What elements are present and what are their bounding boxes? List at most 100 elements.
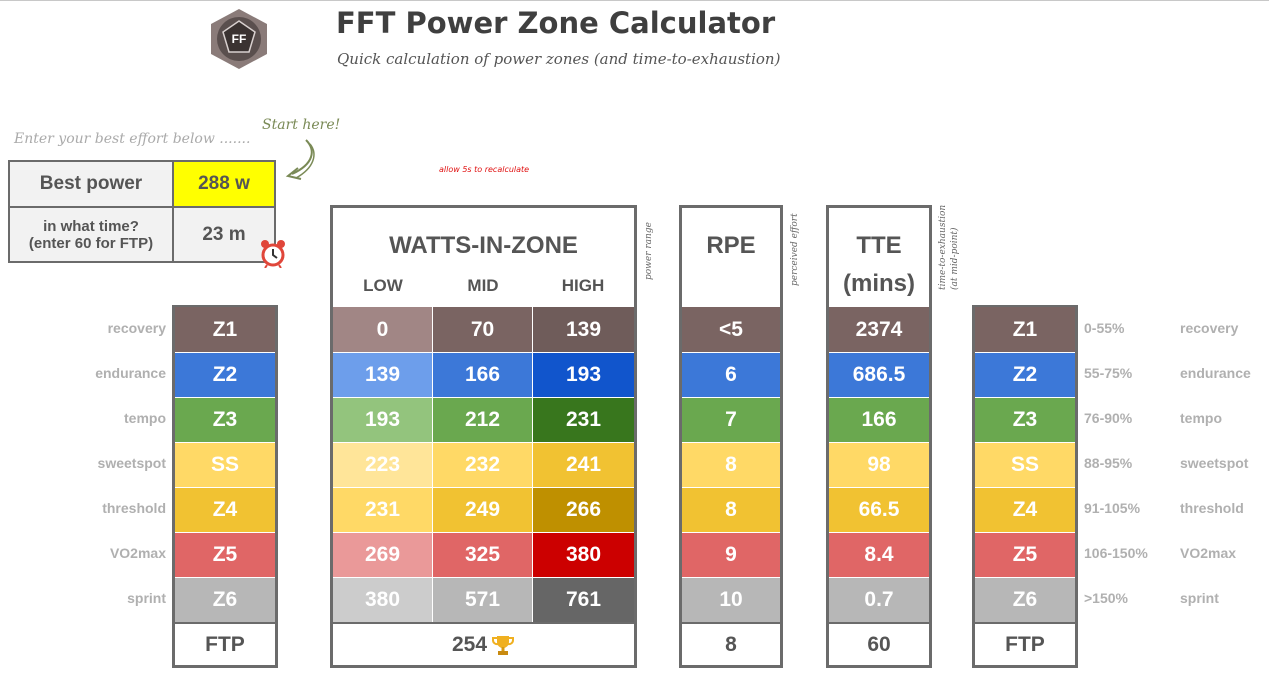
- watts-low-cell: 269: [333, 532, 433, 577]
- tte-cell: 8.4: [829, 532, 929, 577]
- zone-name-label: VO2max: [1180, 545, 1237, 561]
- watts-low-cell: 231: [333, 487, 433, 532]
- zone-percent-label: 55-75%: [1084, 365, 1133, 381]
- zone-code-column-right: [972, 305, 1078, 668]
- page-title: FFT Power Zone Calculator: [336, 6, 776, 40]
- zone-code-cell: Z2: [175, 352, 275, 397]
- zone-name-label: recovery: [1180, 320, 1239, 336]
- zone-name-label: endurance: [1180, 365, 1251, 381]
- start-hint: Start here!: [262, 117, 341, 133]
- tte-table: [826, 205, 932, 668]
- best-power-label: Best power: [10, 162, 174, 208]
- zone-name-label: sprint: [127, 590, 166, 606]
- zone-name-label: sprint: [1180, 590, 1219, 606]
- rpe-footer: 8: [682, 622, 780, 665]
- perceived-effort-note: perceived effort: [790, 213, 800, 286]
- watts-mid-cell: 325: [433, 532, 533, 577]
- zone-code-cell: SS: [975, 442, 1075, 487]
- watts-low-cell: 0: [333, 307, 433, 352]
- watts-low-cell: 139: [333, 352, 433, 397]
- zone-code-cell: Z4: [975, 487, 1075, 532]
- watts-low-cell: 193: [333, 397, 433, 442]
- input-box: Best power 288 w in what time? (enter 60…: [8, 160, 276, 263]
- mid-header: MID: [467, 276, 499, 295]
- zone-code-cell: SS: [175, 442, 275, 487]
- rpe-cell: 6: [682, 352, 780, 397]
- recalculate-note: allow 5s to recalculate: [439, 165, 530, 174]
- watts-high-cell: 139: [533, 307, 634, 352]
- time-label: in what time? (enter 60 for FTP): [10, 208, 174, 261]
- trophy-icon: [492, 635, 515, 655]
- rpe-cell: <5: [682, 307, 780, 352]
- tte-cell: 66.5: [829, 487, 929, 532]
- zone-name-label: tempo: [1180, 410, 1222, 426]
- fft-logo-icon: FF: [211, 9, 267, 69]
- zone-percent-label: >150%: [1084, 590, 1128, 606]
- power-range-note: power range: [644, 222, 654, 280]
- tte-note-line1: time-to-exhaustion: [938, 204, 948, 290]
- zone-name-label: threshold: [1180, 500, 1244, 516]
- rpe-cell: 8: [682, 487, 780, 532]
- rpe-cell: 10: [682, 577, 780, 622]
- zone-name-label: endurance: [95, 365, 166, 381]
- tte-unit: (mins): [843, 270, 915, 297]
- watts-high-cell: 231: [533, 397, 634, 442]
- zone-name-label: recovery: [107, 320, 166, 336]
- low-header: LOW: [363, 276, 403, 295]
- watts-high-cell: 761: [533, 577, 634, 622]
- zone-code-cell: Z5: [975, 532, 1075, 577]
- zone-name-label: VO2max: [109, 545, 166, 561]
- curved-arrow-icon: [285, 139, 315, 180]
- watts-mid-cell: 571: [433, 577, 533, 622]
- watts-mid-cell: 70: [433, 307, 533, 352]
- time-label-line2: (enter 60 for FTP): [28, 234, 154, 252]
- zone-code-cell: Z1: [175, 307, 275, 352]
- watts-title: WATTS-IN-ZONE: [389, 232, 578, 259]
- zone-code-cell: Z3: [975, 397, 1075, 442]
- watts-high-cell: 380: [533, 532, 634, 577]
- alarm-clock-icon: [261, 240, 285, 268]
- tte-title: TTE: [856, 232, 902, 259]
- watts-mid-cell: 212: [433, 397, 533, 442]
- watts-table: [330, 205, 637, 668]
- rpe-table: [679, 205, 783, 668]
- zone-code-cell: Z1: [975, 307, 1075, 352]
- zone-name-label: sweetspot: [1180, 455, 1249, 471]
- watts-mid-cell: 249: [433, 487, 533, 532]
- zone-code-cell: Z6: [175, 577, 275, 622]
- watts-mid-cell: 166: [433, 352, 533, 397]
- top-border: [0, 0, 1269, 1]
- watts-low-cell: 223: [333, 442, 433, 487]
- high-header: HIGH: [561, 276, 605, 295]
- zone-code-cell: Z3: [175, 397, 275, 442]
- tte-cell: 686.5: [829, 352, 929, 397]
- zone-percent-label: 106-150%: [1084, 545, 1148, 561]
- tte-note-line2: (at mid-point): [950, 227, 960, 290]
- time-input[interactable]: 23 m: [174, 208, 274, 261]
- watts-low-cell: 380: [333, 577, 433, 622]
- zone-percent-label: 76-90%: [1084, 410, 1133, 426]
- tte-cell: 2374: [829, 307, 929, 352]
- zone-name-label: sweetspot: [97, 455, 166, 471]
- right-ftp-footer: FTP: [975, 622, 1075, 665]
- zone-code-cell: Z5: [175, 532, 275, 577]
- logo-text: FF: [232, 32, 247, 46]
- watts-high-cell: 193: [533, 352, 634, 397]
- zone-percent-label: 88-95%: [1084, 455, 1133, 471]
- rpe-title: RPE: [706, 232, 756, 259]
- tte-cell: 98: [829, 442, 929, 487]
- input-prompt: Enter your best effort below .......: [14, 131, 251, 147]
- zone-code-cell: Z6: [975, 577, 1075, 622]
- zone-name-label: tempo: [124, 410, 166, 426]
- zone-percent-label: 91-105%: [1084, 500, 1141, 516]
- tte-cell: 0.7: [829, 577, 929, 622]
- zone-percent-label: 0-55%: [1084, 320, 1125, 336]
- left-ftp-footer: FTP: [175, 622, 275, 665]
- zone-code-column-left: [172, 305, 278, 668]
- tte-cell: 166: [829, 397, 929, 442]
- ftp-watts-value: 254: [451, 632, 488, 656]
- best-power-input[interactable]: 288 w: [174, 162, 274, 208]
- watts-high-cell: 241: [533, 442, 634, 487]
- zone-code-cell: Z2: [975, 352, 1075, 397]
- zone-code-cell: Z4: [175, 487, 275, 532]
